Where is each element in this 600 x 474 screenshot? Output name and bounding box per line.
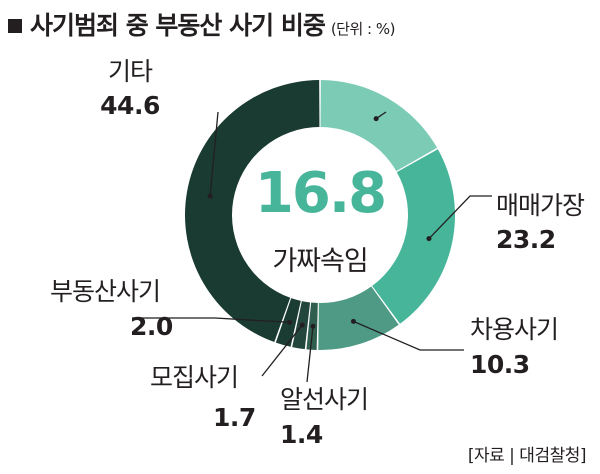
label-maemae: 매매가장: [496, 191, 585, 220]
unit-label: (단위 : %): [330, 20, 396, 38]
leader-budongsan-dot: [287, 319, 293, 325]
label-gita: 기타: [108, 57, 153, 86]
leader-maemae: [428, 195, 492, 240]
leader-alseon: [306, 326, 314, 383]
leader-gita: [209, 111, 219, 197]
donut-slice-0: [320, 80, 438, 172]
donut-slice-6: [185, 80, 320, 343]
value-gita: 44.6: [100, 91, 160, 120]
donut-slice-1: [372, 149, 455, 324]
label-budongsan: 부동산사기: [50, 277, 160, 306]
value-chayong: 10.3: [470, 350, 530, 379]
leader-gita-dot: [207, 193, 213, 199]
value-mojip: 1.7: [213, 403, 256, 432]
leader-chayong-dot: [350, 318, 356, 324]
donut-slice-2: [318, 286, 399, 350]
value-budongsan: 2.0: [130, 312, 173, 341]
chart-title-row: 사기범죄 중 부동산 사기 비중 (단위 : %): [8, 6, 395, 42]
value-alseon: 1.4: [280, 420, 323, 449]
leader-mojip: [261, 324, 303, 377]
chart-title: 사기범죄 중 부동산 사기 비중: [30, 11, 326, 40]
source-note: [자료 | 대검찰청]: [467, 446, 587, 466]
title-square-icon: [8, 19, 22, 33]
leader-chayong: [353, 320, 464, 351]
leader-mojip-dot: [299, 322, 305, 328]
leader-budongsan: [132, 317, 290, 323]
label-mojip: 모집사기: [150, 363, 238, 392]
label-alseon: 알선사기: [280, 385, 368, 414]
leader-alseon-dot: [310, 323, 316, 329]
leader-maemae-dot: [426, 236, 432, 242]
center-label: 가짜속임: [272, 246, 367, 277]
donut-slices: [185, 80, 455, 350]
center-value: 16.8: [255, 161, 385, 226]
value-maemae: 23.2: [496, 225, 556, 254]
label-chayong: 차용사기: [470, 315, 558, 344]
leader-lines: [132, 111, 492, 383]
leader-center-dot: [373, 116, 379, 122]
